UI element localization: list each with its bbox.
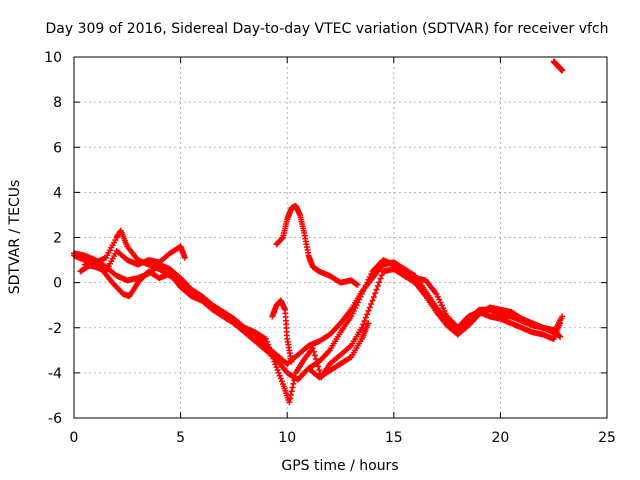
y-tick-label: 2 — [53, 231, 62, 247]
data-point — [288, 388, 295, 395]
series-track-c — [77, 261, 564, 406]
data-point — [288, 358, 295, 365]
series-track-d — [81, 243, 188, 275]
data-point — [556, 332, 563, 339]
data-point — [276, 372, 283, 379]
data-point — [559, 313, 566, 320]
data-point — [279, 235, 286, 242]
y-tick-label: 4 — [53, 185, 62, 201]
data-point — [270, 355, 277, 362]
data-point — [378, 272, 385, 279]
data-point — [267, 347, 274, 354]
data-point — [362, 314, 369, 321]
data-point — [559, 67, 566, 74]
data-points — [71, 58, 566, 406]
series-hump — [273, 202, 361, 288]
data-point — [309, 345, 316, 352]
data-point — [365, 307, 372, 314]
data-point — [286, 399, 293, 406]
data-point — [262, 336, 269, 343]
data-point — [316, 367, 323, 374]
data-point — [361, 317, 368, 324]
series-end-outlier — [550, 58, 566, 74]
data-point — [360, 321, 367, 328]
data-point — [364, 311, 371, 318]
plot-frame — [73, 56, 608, 419]
data-point — [181, 254, 188, 261]
series-mid-dips — [305, 320, 372, 381]
x-tick-label: 10 — [278, 430, 296, 446]
data-point — [289, 384, 296, 391]
data-point — [263, 338, 270, 345]
y-tick-label: -2 — [48, 321, 62, 337]
chart-title: Day 309 of 2016, Sidereal Day-to-day VTE… — [45, 21, 608, 37]
y-tick-label: 10 — [44, 50, 62, 66]
data-point — [370, 294, 377, 301]
data-point — [287, 391, 294, 398]
data-point — [354, 281, 361, 288]
data-point — [373, 286, 380, 293]
data-point — [315, 363, 322, 370]
data-point — [277, 375, 284, 382]
data-point — [273, 364, 280, 371]
y-tick-label: 0 — [53, 276, 62, 292]
y-axis-label: SDTVAR / TECUs — [7, 180, 23, 295]
y-tick-label: 8 — [53, 95, 62, 111]
data-point — [365, 320, 372, 327]
data-point — [368, 301, 375, 308]
data-point — [291, 377, 298, 384]
data-point — [269, 352, 276, 359]
x-tick-label: 20 — [491, 430, 509, 446]
data-point — [272, 361, 279, 368]
x-axis-label: GPS time / hours — [281, 458, 398, 474]
x-tick-label: 5 — [176, 430, 185, 446]
data-point — [278, 378, 285, 385]
x-tick-label: 25 — [598, 430, 616, 446]
x-tick-label: 15 — [385, 430, 403, 446]
data-point — [268, 350, 275, 357]
data-point — [287, 395, 294, 402]
data-point — [311, 352, 318, 359]
y-tick-label: -4 — [48, 366, 62, 382]
data-point — [376, 279, 383, 286]
data-point — [265, 341, 272, 348]
data-point — [271, 358, 278, 365]
data-point — [290, 380, 297, 387]
series-spike — [269, 297, 295, 365]
x-tick-label: 0 — [70, 430, 79, 446]
data-point — [366, 304, 373, 311]
data-point — [312, 356, 319, 363]
y-tick-label: 6 — [53, 140, 62, 156]
y-tick-label: -6 — [48, 411, 62, 427]
data-point — [372, 290, 379, 297]
data-point — [377, 275, 384, 282]
data-point — [266, 344, 273, 351]
data-point — [369, 297, 376, 304]
data-point — [374, 283, 381, 290]
data-point — [275, 369, 282, 376]
data-point — [291, 373, 298, 380]
data-point — [557, 333, 564, 340]
data-point — [310, 348, 317, 355]
data-point — [274, 367, 281, 374]
data-point — [314, 359, 321, 366]
